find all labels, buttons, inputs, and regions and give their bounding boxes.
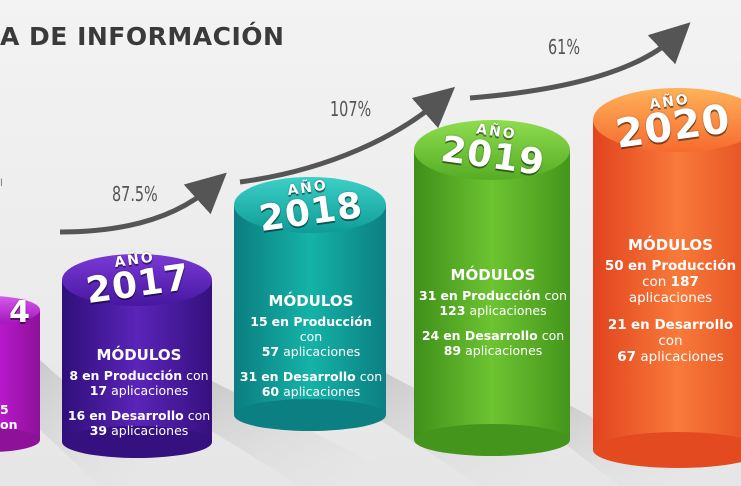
- cylinder-2019: [414, 120, 570, 456]
- cylinder-2020-text: MÓDULOS 50 en Producción con 187 aplicac…: [600, 236, 741, 365]
- growth-label-1: 87.5%: [112, 182, 158, 206]
- page-title: A DE INFORMACIÓN: [0, 22, 285, 51]
- modules-heading: MÓDULOS: [96, 346, 182, 364]
- cylinder-2020: [593, 88, 741, 468]
- cylinder-2018-text: MÓDULOS 15 en Producción con 57 aplicaci…: [239, 292, 383, 399]
- year-label-partial: 4: [9, 295, 31, 330]
- growth-label-3: 61%: [548, 35, 580, 59]
- modules-heading: MÓDULOS: [268, 292, 354, 310]
- growth-arrow-3: [469, 22, 691, 101]
- modules-heading: MÓDULOS: [450, 266, 536, 284]
- cylinder-2018: [234, 177, 386, 431]
- partial-text: 5 on: [0, 402, 18, 432]
- growth-label-2: 107%: [330, 97, 372, 121]
- side-note: l: [0, 178, 3, 189]
- cylinder-2019-text: MÓDULOS 31 en Producción con 123 aplicac…: [419, 266, 567, 358]
- cylinder-2017-text: MÓDULOS 8 en Producción con 17 aplicacio…: [67, 346, 211, 438]
- cylinder-2017: [62, 254, 212, 458]
- cylinder-2016-partial: [0, 296, 40, 452]
- modules-heading: MÓDULOS: [628, 236, 713, 254]
- growth-arrow-2: [239, 86, 456, 185]
- growth-arrow-1: [59, 172, 227, 235]
